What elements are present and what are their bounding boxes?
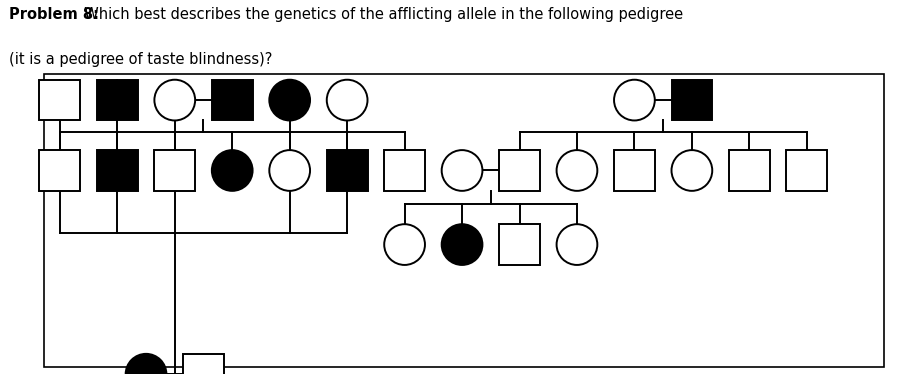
Bar <box>499 224 540 265</box>
Bar <box>44 74 884 367</box>
Ellipse shape <box>154 80 195 121</box>
Ellipse shape <box>557 150 597 191</box>
Text: (it is a pedigree of taste blindness)?: (it is a pedigree of taste blindness)? <box>9 52 272 67</box>
Bar <box>614 150 655 191</box>
Bar <box>499 150 540 191</box>
Ellipse shape <box>671 150 713 191</box>
Ellipse shape <box>557 224 597 265</box>
Ellipse shape <box>384 224 425 265</box>
Ellipse shape <box>270 150 310 191</box>
Ellipse shape <box>442 150 483 191</box>
Bar <box>40 150 80 191</box>
Bar <box>97 150 138 191</box>
Bar <box>384 150 425 191</box>
Bar <box>327 150 367 191</box>
Bar <box>40 80 80 121</box>
Bar <box>154 150 195 191</box>
Bar <box>671 80 713 121</box>
Ellipse shape <box>270 80 310 121</box>
Ellipse shape <box>442 224 483 265</box>
Ellipse shape <box>327 80 367 121</box>
Ellipse shape <box>614 80 655 121</box>
Bar <box>183 354 224 378</box>
Text: Which best describes the genetics of the afflicting allele in the following pedi: Which best describes the genetics of the… <box>75 8 684 22</box>
Ellipse shape <box>125 354 166 378</box>
Bar <box>729 150 769 191</box>
Bar <box>212 80 253 121</box>
Bar <box>97 80 138 121</box>
Text: Problem 8:: Problem 8: <box>9 8 99 22</box>
Ellipse shape <box>212 150 253 191</box>
Bar <box>787 150 827 191</box>
